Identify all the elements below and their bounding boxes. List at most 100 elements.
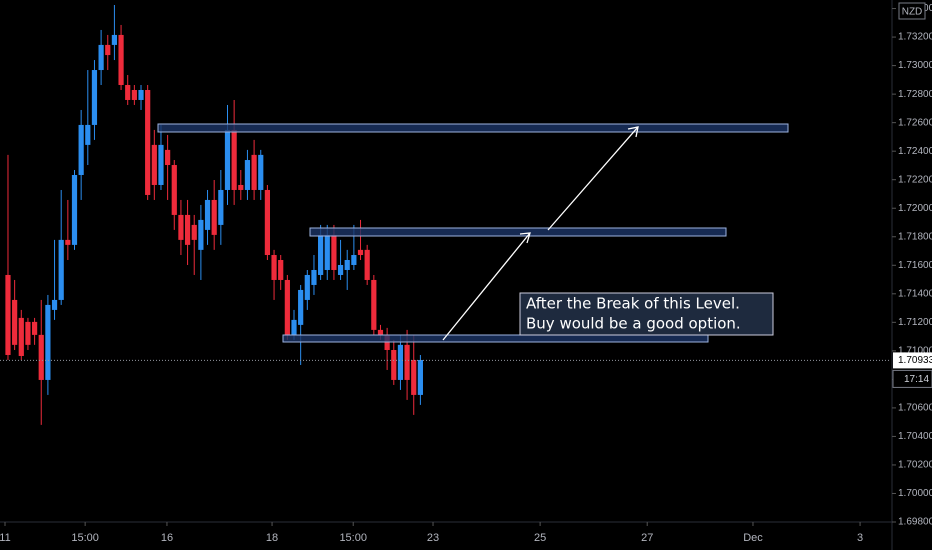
annotation-text: After the Break of this Level. — [526, 295, 740, 313]
candle-body — [304, 274, 310, 300]
y-tick-label: 1.69800 — [898, 517, 932, 528]
candle-body — [105, 44, 111, 56]
annotation-box — [519, 292, 774, 336]
price-axis — [892, 0, 932, 550]
arrow — [547, 126, 639, 231]
candle-body — [344, 260, 350, 270]
candle-body — [204, 199, 211, 230]
candle-body — [65, 239, 71, 245]
x-tick-label: 15:00 — [71, 532, 99, 544]
y-tick-label: 1.72200 — [898, 174, 932, 185]
y-tick-label: 1.70400 — [898, 431, 932, 442]
candle-body — [184, 214, 191, 245]
candle-body — [5, 274, 11, 355]
candle-body — [318, 234, 324, 275]
last-price-label: 1.70933 — [898, 355, 932, 366]
candle-body — [25, 321, 31, 345]
y-tick-label: 1.71400 — [898, 288, 932, 299]
candle-body — [211, 199, 217, 235]
annotation-text: Buy would be a good option. — [526, 315, 741, 333]
candle-body — [171, 165, 177, 215]
candle-body — [364, 249, 370, 280]
candle-body — [218, 189, 224, 225]
candle-body — [58, 239, 64, 300]
candle-body — [12, 299, 18, 345]
candle-body — [298, 289, 304, 325]
x-tick-label: 18 — [266, 532, 278, 544]
x-tick-label: 25 — [534, 532, 546, 544]
candle-body — [125, 85, 131, 100]
candle-body — [98, 44, 104, 71]
candle-body — [31, 321, 38, 335]
candle-body — [417, 359, 423, 395]
y-tick-label: 1.71000 — [898, 345, 932, 356]
candle-body — [118, 34, 124, 86]
y-tick-label: 1.72000 — [898, 203, 932, 214]
candle-body — [331, 234, 337, 270]
countdown: 17:14 — [904, 374, 929, 385]
candle-body — [71, 174, 78, 245]
level-zone — [309, 227, 727, 237]
y-tick-label: 1.71200 — [898, 317, 932, 328]
y-tick-label: 1.73000 — [898, 60, 932, 71]
candle-body — [404, 344, 410, 380]
candle-body — [337, 264, 344, 275]
candle-body — [291, 319, 297, 335]
x-tick-label: 11 — [0, 532, 11, 544]
candle-body — [324, 234, 330, 270]
candle-body — [264, 189, 270, 256]
arrow — [442, 232, 531, 341]
candle-body — [411, 359, 417, 395]
candle-body — [311, 269, 317, 285]
candle-body — [165, 149, 171, 166]
y-tick-label: 1.72800 — [898, 89, 932, 100]
last-price-box — [893, 352, 932, 369]
candle-body — [397, 344, 404, 380]
candle-body — [258, 154, 264, 190]
y-tick-label: 1.70000 — [898, 488, 932, 499]
candle-body — [178, 214, 184, 240]
candle-body — [85, 124, 91, 145]
candle-body — [271, 255, 277, 280]
y-tick-label: 1.72600 — [898, 117, 932, 128]
candle-body — [111, 34, 118, 45]
candle-body — [357, 249, 364, 256]
candle-body — [145, 89, 151, 195]
y-tick-label: 1.71800 — [898, 231, 932, 242]
candle-body — [18, 317, 24, 356]
y-tick-label: 1.72400 — [898, 146, 932, 157]
currency: NZD — [902, 7, 923, 18]
x-tick-label: Dec — [743, 532, 763, 544]
countdown-box — [892, 369, 932, 388]
candle-body — [231, 129, 237, 190]
candle-body — [51, 299, 58, 310]
y-tick-label: 1.70200 — [898, 460, 932, 471]
x-tick-label: 15:00 — [339, 532, 367, 544]
candle-body — [278, 260, 284, 280]
candle-body — [238, 184, 244, 190]
x-tick-label: 23 — [427, 532, 439, 544]
candle-body — [198, 219, 204, 250]
candle-body — [351, 255, 357, 265]
y-tick-label: 1.70600 — [898, 403, 932, 414]
candle-body — [371, 279, 377, 330]
candle-body — [284, 279, 290, 335]
level-zone — [282, 334, 709, 343]
drawings: After the Break of this Level. Buy would… — [157, 123, 789, 343]
candle-body — [251, 154, 257, 190]
candle-body — [91, 70, 98, 125]
candle-body — [377, 329, 384, 335]
candle-body — [151, 144, 157, 185]
candle-body — [138, 89, 144, 100]
x-tick-label: 3 — [857, 532, 863, 544]
candle-body — [45, 304, 51, 380]
y-tick-label: 1.73200 — [898, 32, 932, 43]
candle-body — [78, 124, 84, 175]
candle-body — [38, 334, 44, 380]
candle-body — [244, 160, 251, 190]
candle-body — [158, 144, 164, 185]
candle-body — [224, 129, 231, 190]
x-tick-label: 27 — [641, 532, 653, 544]
